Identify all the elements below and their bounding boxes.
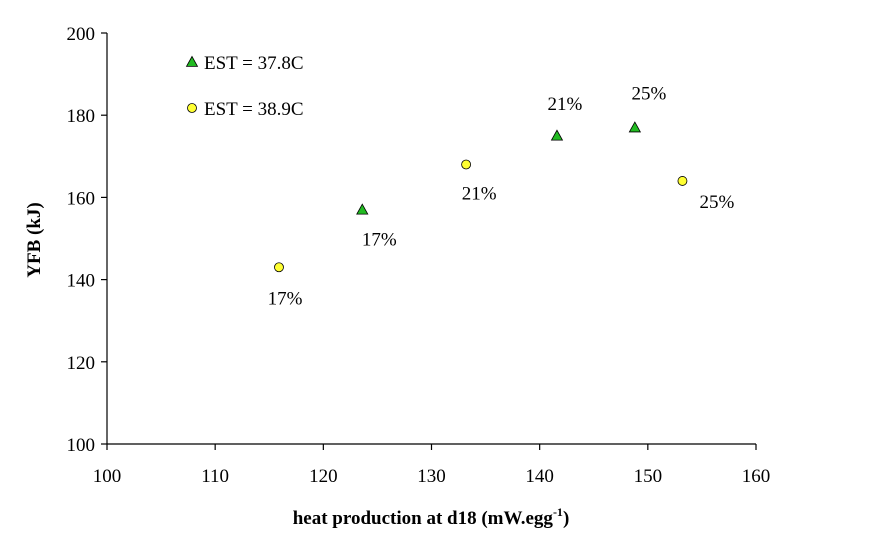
y-tick-label: 140 [67, 271, 96, 292]
circle-point [461, 159, 472, 170]
triangle-point [356, 203, 369, 215]
triangle-point [550, 129, 564, 141]
y-tick-label: 180 [67, 106, 96, 127]
data-label: 17% [268, 288, 303, 309]
data-label: 21% [548, 94, 583, 115]
circle-point [274, 262, 284, 273]
data-labels: 17% 21% 25% 17% 21% 25% [268, 84, 735, 310]
x-tick-label: 120 [309, 466, 338, 487]
x-tick-label: 110 [201, 466, 229, 487]
y-axis-title: YFB (kJ) [24, 202, 45, 277]
legend: EST = 37.8C EST = 38.9C [185, 53, 304, 120]
data-label: 17% [362, 230, 397, 251]
x-axis-title-superscript: -1 [553, 505, 563, 519]
x-axis-title: heat production at d18 (mW.egg-1) [293, 505, 570, 529]
data-label: 25% [699, 192, 734, 213]
y-tick-label: 120 [67, 353, 96, 374]
legend-marker [185, 55, 199, 67]
x-axis-title-end: ) [563, 508, 569, 529]
data-label: 25% [631, 84, 666, 105]
x-tick-label: 140 [525, 466, 554, 487]
y-tick-label: 100 [67, 435, 96, 456]
data-label: 21% [462, 184, 497, 205]
legend-marker [187, 103, 197, 113]
y-tick-label: 200 [67, 24, 96, 45]
y-tick-label: 160 [67, 188, 96, 209]
x-tick-label: 130 [417, 466, 446, 487]
x-tick-label: 160 [742, 466, 771, 487]
x-tick-label: 100 [93, 466, 122, 487]
data-points [274, 121, 688, 273]
ticks: 100 120 140 160 180 200 100 110 120 130 140 150 160 [67, 24, 771, 487]
x-axis-title-main: heat production at d18 (mW.egg [293, 508, 554, 529]
triangle-point [628, 121, 642, 133]
legend-entry: EST = 38.9C [204, 99, 304, 120]
circle-point [677, 176, 688, 186]
legend-entry: EST = 37.8C [204, 53, 304, 74]
x-tick-label: 150 [634, 466, 663, 487]
